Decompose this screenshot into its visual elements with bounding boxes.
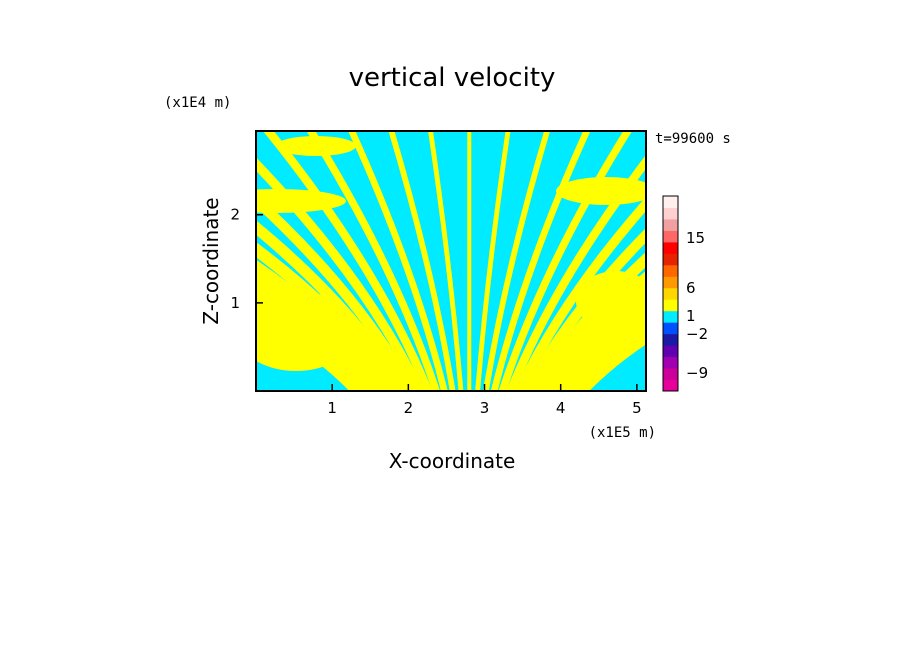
- positive-band: [388, 131, 456, 391]
- colorbar-segment: [663, 299, 678, 312]
- x-tick-label: 5: [632, 399, 642, 417]
- colorbar-segment: [663, 253, 678, 266]
- positive-patch: [556, 177, 646, 205]
- colorbar-segment: [663, 310, 678, 323]
- positive-band: [513, 196, 646, 391]
- colorbar-segment: [663, 218, 678, 231]
- positive-band: [256, 242, 404, 391]
- x-tick-label: 3: [480, 399, 490, 417]
- positive-patch: [256, 291, 356, 371]
- velocity-field: [256, 131, 646, 391]
- colorbar-segment: [663, 368, 678, 381]
- positive-band: [256, 220, 411, 391]
- colorbar-segment: [663, 196, 678, 208]
- positive-band: [527, 251, 646, 391]
- colorbar-tick-label: 15: [686, 229, 705, 247]
- x-unit-label: (x1E5 m): [589, 425, 656, 441]
- positive-band: [475, 131, 511, 391]
- colorbar-segment: [663, 276, 678, 289]
- colorbar-segment: [663, 287, 678, 300]
- plot-frame: [255, 130, 647, 392]
- x-axis-label: X-coordinate: [389, 449, 516, 473]
- y-unit-label: (x1E4 m): [164, 95, 231, 111]
- colorbar-segment: [663, 207, 678, 220]
- positive-band: [483, 131, 551, 391]
- positive-patch: [276, 136, 356, 156]
- colorbar-segment: [663, 264, 678, 277]
- positive-band: [306, 131, 441, 391]
- positive-band: [348, 131, 448, 391]
- positive-band: [256, 273, 391, 391]
- colorbar-tick-label: −9: [686, 364, 708, 382]
- colorbar-frame: [662, 195, 679, 392]
- colorbar-segment: [663, 241, 678, 254]
- colorbar-segment: [663, 379, 678, 392]
- colorbar-segment: [663, 333, 678, 346]
- x-tick-label: 4: [556, 399, 566, 417]
- positive-band: [428, 131, 464, 391]
- colorbar-tick-label: 6: [686, 279, 696, 297]
- x-tick-label: 2: [404, 399, 414, 417]
- y-tick-label: 2: [230, 206, 240, 224]
- colorbar-segment: [663, 230, 678, 243]
- colorbar-tick-label: 1: [686, 307, 696, 325]
- chart-title: vertical velocity: [349, 63, 556, 93]
- x-tick-label: 1: [327, 399, 337, 417]
- colorbar: 15 6 1−2 −9: [662, 195, 708, 392]
- positive-band: [534, 270, 646, 391]
- time-label: t=99600 s: [655, 131, 731, 147]
- y-tick-label: 1: [230, 294, 240, 312]
- positive-patch: [576, 271, 646, 331]
- positive-band: [566, 324, 646, 391]
- x-axis: 1 2 3 4 5: [327, 384, 642, 417]
- positive-band: [256, 259, 397, 391]
- colorbar-segment: [663, 345, 678, 358]
- positive-patch: [256, 189, 346, 213]
- positive-band: [520, 227, 646, 391]
- colorbar-tick-label: −2: [686, 325, 708, 343]
- colorbar-segment: [663, 356, 678, 369]
- colorbar-segment: [663, 322, 678, 335]
- y-axis-label: Z-coordinate: [199, 197, 223, 324]
- y-axis: 12: [230, 206, 263, 312]
